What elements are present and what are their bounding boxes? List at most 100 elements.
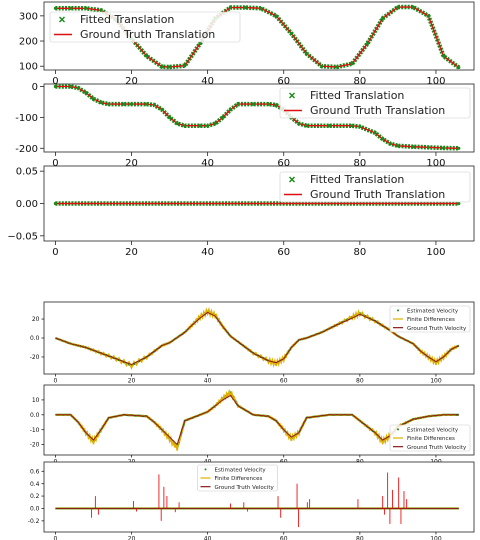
fitted-point <box>327 124 331 128</box>
fitted-point <box>381 137 385 141</box>
y-tick-label: 100 <box>19 62 38 73</box>
plot-area <box>55 388 459 451</box>
fitted-point <box>53 6 58 10</box>
y-tick-label: −0.05 <box>7 231 38 242</box>
x-tick-label: 0 <box>54 378 58 385</box>
fitted-point <box>69 6 73 10</box>
y-tick-label: 0.0 <box>30 335 40 342</box>
x-tick-label: 60 <box>277 158 290 169</box>
fitted-point <box>206 124 210 128</box>
fitted-point <box>84 6 88 10</box>
legend-label: Fitted Translation <box>310 173 404 186</box>
x-tick-label: 20 <box>125 247 138 258</box>
fitted-point <box>198 41 202 46</box>
fitted-point <box>91 97 96 101</box>
x-tick-label: 80 <box>356 378 364 385</box>
x-tick-label: 100 <box>430 536 442 540</box>
fitted-point <box>183 124 187 128</box>
x-tick-label: 0 <box>52 247 58 258</box>
legend-label: Ground Truth Translation <box>310 188 445 201</box>
x-tick-label: 0 <box>52 76 58 87</box>
x-tick-label: 40 <box>201 158 214 169</box>
fitted-point <box>381 16 385 20</box>
fitted-point <box>84 91 88 95</box>
x-tick-label: 100 <box>426 76 445 87</box>
fitted-point <box>396 5 400 9</box>
y-tick-label: 0.00 <box>16 199 38 210</box>
legend-label: Fitted Translation <box>310 89 404 102</box>
fitted-point <box>175 121 179 126</box>
fitted-point <box>167 115 172 119</box>
fitted-point <box>289 31 293 36</box>
fitted-point <box>457 65 461 70</box>
legend-label: Ground Truth Velocity <box>215 485 275 491</box>
fitted-point <box>236 102 240 106</box>
fitted-point <box>183 64 187 68</box>
legend-box <box>279 171 471 203</box>
x-tick-label: 80 <box>356 536 364 540</box>
x-tick-label: 20 <box>128 378 136 385</box>
fitted-point <box>350 62 354 66</box>
fitted-point <box>228 108 233 112</box>
y-tick-label: -0.2 <box>28 518 40 525</box>
x-tick-label: 80 <box>353 76 366 87</box>
y-tick-label: 0.2 <box>30 493 40 500</box>
legend-label: Finite Differences <box>407 317 455 323</box>
chart-panel-3: 0 20 40 60 80 100 0.05 0.00 −0.05 Fitted Translat… <box>7 165 475 258</box>
fitted-point <box>335 65 339 69</box>
y-tick-label: 0.0 <box>30 412 40 419</box>
legend-box <box>279 87 471 119</box>
x-tick-label: 60 <box>277 247 290 258</box>
fitted-point <box>99 8 103 12</box>
fitted-point <box>99 100 103 105</box>
legend-marker-estimated <box>204 468 207 471</box>
plot-area <box>55 306 460 371</box>
y-tick-label: -200 <box>15 144 38 155</box>
legend-box <box>197 464 278 492</box>
legend: Estimated Velocity Finite Differences Grou… <box>197 464 278 492</box>
fitted-point <box>145 54 149 58</box>
legend-label: Estimated Velocity <box>407 427 459 433</box>
fitted-point <box>426 14 430 18</box>
y-tick-label: 10 <box>32 397 40 404</box>
y-tick-label: 0.0 <box>30 506 40 513</box>
y-tick-label: -10 <box>30 427 40 434</box>
x-tick-label: 40 <box>201 76 214 87</box>
fitted-point <box>251 102 255 106</box>
legend-label: Estimated Velocity <box>215 467 267 473</box>
x-tick-label: 20 <box>128 536 136 540</box>
chart-panel-6: 0 20 40 60 80 100 0.6 0.4 0.2 0.0 -0.2 Estimated Ve… <box>28 461 475 540</box>
fitted-point <box>304 124 309 128</box>
fitted-point <box>457 201 461 206</box>
legend-marker-estimated <box>397 428 399 431</box>
fitted-point <box>411 5 415 9</box>
fitted-point <box>304 52 309 56</box>
legend-marker-fitted <box>289 176 295 183</box>
y-tick-label: 20 <box>32 316 40 323</box>
legend-box <box>389 424 471 452</box>
fitted-point <box>53 84 58 89</box>
fitted-point <box>320 64 324 68</box>
series-ground-truth-velocity <box>55 311 460 366</box>
y-tick-label: 0 <box>32 82 38 93</box>
x-tick-label: 40 <box>201 247 214 258</box>
legend-label: Ground Truth Translation <box>80 28 215 41</box>
legend-marker-estimated <box>397 309 399 312</box>
fitted-point <box>396 144 400 148</box>
fitted-point <box>388 142 392 146</box>
fitted-point <box>426 145 430 149</box>
x-tick-label: 60 <box>280 378 288 385</box>
legend-box <box>49 11 241 43</box>
fitted-point <box>274 103 278 107</box>
fitted-point <box>160 65 164 69</box>
x-tick-label: 60 <box>280 536 288 540</box>
fitted-point <box>274 14 278 18</box>
fitted-point <box>266 102 271 106</box>
x-tick-label: 20 <box>125 158 138 169</box>
fitted-point <box>228 5 233 10</box>
fitted-point <box>373 131 377 135</box>
legend-label: Finite Differences <box>215 476 263 482</box>
chart-panel-4: 0 20 40 60 80 100 20 0.0 -20 Estimated Velocity Fi… <box>30 301 475 385</box>
